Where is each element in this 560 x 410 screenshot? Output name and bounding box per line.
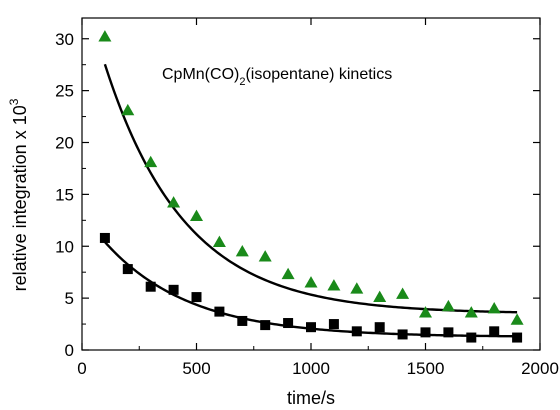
data-point-square	[122, 264, 133, 275]
data-point-square	[512, 332, 523, 343]
data-point-square	[306, 322, 316, 333]
data-point-triangle	[304, 276, 318, 288]
data-point-triangle	[373, 290, 387, 302]
data-point-triangle	[190, 209, 203, 222]
data-point-square	[191, 292, 202, 303]
data-point-square	[466, 332, 477, 343]
y-tick-label: 30	[55, 30, 74, 49]
y-tick-label: 25	[55, 82, 74, 101]
y-tick-label: 5	[65, 289, 74, 308]
data-point-triangle	[121, 103, 135, 116]
y-tick-label: 20	[55, 134, 74, 153]
data-point-triangle	[510, 313, 524, 325]
data-point-square	[260, 320, 271, 331]
data-point-triangle	[396, 287, 410, 299]
plot-area: 0 500 1000 1500 2000 0 5 10 15 20 25 30	[55, 17, 559, 378]
x-tick-label: 1500	[407, 359, 445, 378]
data-point-square	[328, 319, 339, 330]
data-point-triangle	[258, 250, 272, 262]
data-point-triangle	[212, 235, 226, 247]
data-point-triangle	[487, 302, 501, 314]
data-point-square	[351, 326, 362, 337]
fit-curve-1	[103, 63, 518, 314]
data-point-square	[99, 232, 110, 243]
data-point-triangle	[98, 30, 112, 42]
data-point-triangle	[281, 267, 295, 280]
data-point-triangle	[235, 244, 249, 257]
y-axis-label: relative integration x 103	[7, 98, 30, 291]
data-point-triangle	[144, 155, 158, 168]
x-tick-label: 2000	[521, 359, 559, 378]
data-point-square	[145, 281, 156, 292]
data-point-square	[489, 326, 500, 337]
data-point-triangle	[464, 306, 478, 318]
x-tick-label: 500	[182, 359, 210, 378]
data-point-square	[237, 315, 248, 326]
data-point-square	[214, 306, 225, 317]
data-point-triangle	[327, 279, 341, 291]
data-point-triangle	[419, 306, 432, 318]
chart-title: CpMn(CO)2(isopentane) kinetics	[162, 66, 392, 88]
data-point-square	[374, 322, 385, 333]
y-tick-label: 15	[55, 185, 74, 204]
x-axis-label: time/s	[287, 388, 335, 408]
data-point-square	[168, 284, 179, 295]
data-point-triangle	[167, 196, 181, 208]
data-point-square	[397, 329, 408, 340]
y-tick-label: 0	[65, 341, 74, 360]
x-tick-label: 1000	[292, 359, 330, 378]
x-tick-label: 0	[77, 359, 86, 378]
data-point-square	[443, 327, 454, 338]
fit-curve-2	[104, 241, 518, 338]
data-point-triangle	[350, 282, 364, 294]
data-point-triangle	[441, 299, 455, 312]
data-point-square	[283, 318, 294, 329]
y-tick-label: 10	[55, 237, 74, 256]
data-point-square	[420, 327, 431, 338]
